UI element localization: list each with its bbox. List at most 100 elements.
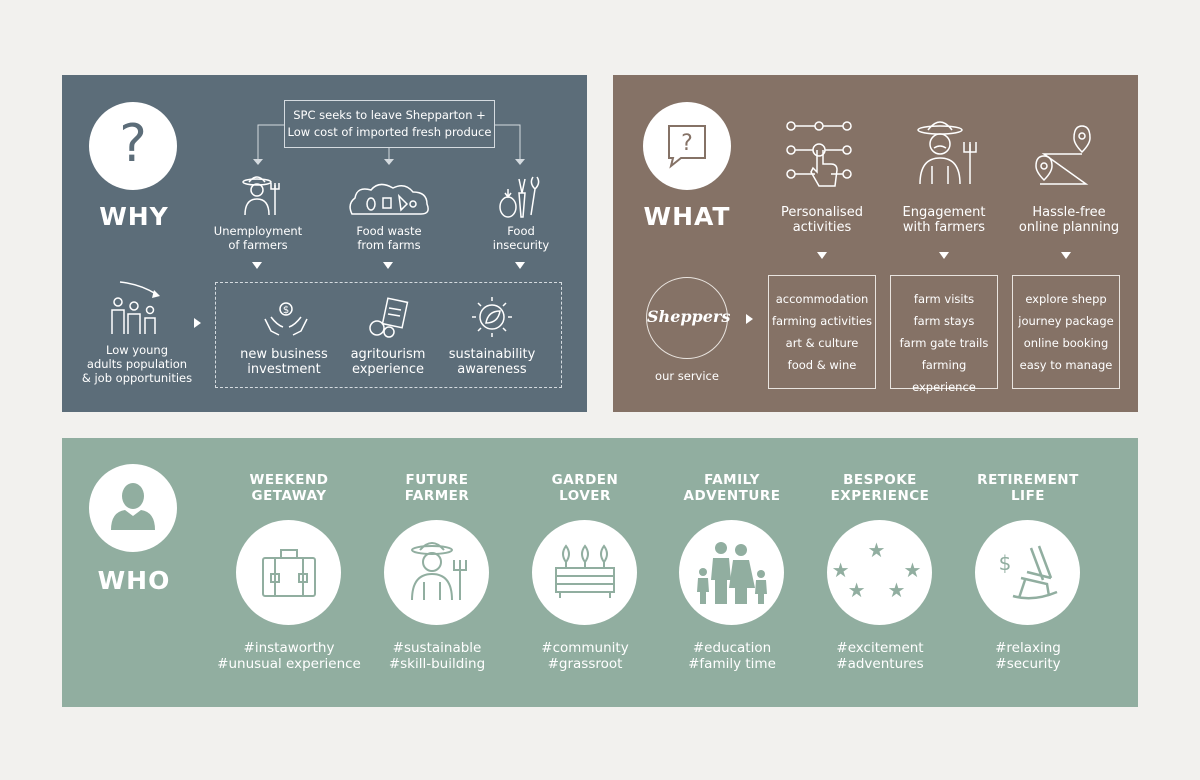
feature-personalised-line2: activities: [792, 220, 852, 235]
feature-planning-line1: Hassle-free: [1032, 205, 1106, 220]
feature-personalised-line1: Personalised: [781, 205, 863, 220]
persona-tag: #community: [541, 640, 629, 656]
service-item: food & wine: [787, 358, 857, 372]
why-panel: ? WHY SPC seeks to leave Shepparton + Lo…: [62, 75, 587, 412]
top-cause-box: SPC seeks to leave Shepparton + Low cost…: [284, 100, 495, 148]
cause-food-insecurity: Food insecurity: [471, 224, 571, 252]
persona-title: BESPOKE EXPERIENCE: [810, 472, 950, 504]
down-arrow-icon: [252, 262, 262, 269]
outcome-agritourism-line1: agritourism: [350, 347, 426, 362]
persona-title-line2: LOVER: [559, 488, 611, 504]
persona-title-line1: FAMILY: [704, 472, 760, 488]
farmer-engagement-icon: [917, 121, 977, 185]
persona-tag: #instaworthy: [243, 640, 335, 656]
brand-name: Sheppers: [647, 307, 731, 326]
outcome-sustainability-line1: sustainability: [448, 347, 536, 362]
sheppers-logo: Sheppers: [646, 277, 731, 359]
down-arrow-icon: [939, 252, 949, 259]
cause-unemployment: Unemployment of farmers: [208, 224, 308, 252]
who-label: WHO: [97, 566, 171, 595]
persona-tags: #relaxing #security: [948, 640, 1108, 672]
what-question-circle: ?: [643, 102, 731, 190]
binoculars-map-icon: [369, 297, 409, 338]
feature-engagement: Engagement with farmers: [885, 205, 1003, 235]
persona-icon-circle: [532, 520, 637, 625]
persona-icon-circle: [679, 520, 784, 625]
outcome-sustainability: sustainability awareness: [442, 347, 542, 377]
outcomes-box: [215, 282, 562, 388]
rocking-chair-icon: $: [999, 545, 1058, 600]
question-mark-icon: ?: [119, 114, 147, 174]
service-item: farming activities: [771, 314, 873, 328]
top-cause-line2: Low cost of imported fresh produce: [287, 125, 492, 139]
cause-food-waste-line1: Food waste: [356, 224, 422, 238]
cause-food-insecurity-line2: insecurity: [492, 238, 550, 252]
down-arrow-icon: [1061, 252, 1071, 259]
feature-personalised: Personalised activities: [763, 205, 881, 235]
down-arrow-icon: [383, 262, 393, 269]
garden-bed-icon: [555, 544, 615, 598]
farmer-icon: [411, 542, 467, 601]
right-arrow-icon: [194, 318, 201, 328]
connector-arrows: [253, 124, 525, 165]
service-item: art & culture: [785, 336, 859, 350]
planning-list-box: explore shepp journey package online boo…: [1012, 275, 1120, 389]
svg-text:?: ?: [681, 131, 693, 156]
persona-tag: #sustainable: [392, 640, 482, 656]
cause-food-waste-line2: from farms: [357, 238, 421, 252]
outcome-investment: new business investment: [234, 347, 334, 377]
population-line2: adults population: [86, 357, 188, 371]
what-panel: ? WHAT: [613, 75, 1138, 412]
persona-title-line1: FUTURE: [405, 472, 469, 488]
outcome-agritourism: agritourism experience: [338, 347, 438, 377]
persona-tags: #community #grassroot: [505, 640, 665, 672]
persona-title-line1: RETIREMENT: [977, 472, 1079, 488]
persona-title-line2: GETAWAY: [251, 488, 327, 504]
persona-tags: #education #family time: [652, 640, 812, 672]
suitcase-icon: [262, 549, 316, 597]
persona-tag: #unusual experience: [217, 656, 361, 672]
population-line1: Low young: [105, 343, 169, 357]
outcome-investment-line2: investment: [247, 362, 321, 377]
feature-planning: Hassle-free online planning: [1005, 205, 1133, 235]
cause-unemployment-line1: Unemployment: [213, 224, 303, 238]
persona-title-line1: GARDEN: [551, 472, 619, 488]
persona-icon-circle: $: [975, 520, 1080, 625]
food-waste-icon: [349, 183, 429, 215]
who-person-circle: [89, 464, 177, 552]
family-icon: [697, 542, 767, 604]
outcome-agritourism-line2: experience: [351, 362, 425, 377]
persona-title-line2: EXPERIENCE: [830, 488, 930, 504]
farmer-list-box: farm visits farm stays farm gate trails …: [890, 275, 998, 394]
down-arrow-icon: [515, 262, 525, 269]
persona-tags: #instaworthy #unusual experience: [209, 640, 369, 672]
why-label: WHY: [99, 202, 169, 231]
persona-title-line2: FARMER: [404, 488, 470, 504]
person-icon: [111, 483, 155, 530]
stars-icon: ★ ★ ★ ★ ★: [831, 538, 928, 602]
persona-tag: #excitement: [836, 640, 924, 656]
persona-icon-circle: [236, 520, 341, 625]
route-pin-icon: [1035, 125, 1091, 185]
persona-tag: #education: [692, 640, 772, 656]
persona-tags: #excitement #adventures: [800, 640, 960, 672]
right-arrow-icon: [746, 314, 753, 324]
feature-engagement-line1: Engagement: [902, 205, 986, 220]
persona-title: RETIREMENT LIFE: [958, 472, 1098, 504]
what-label: WHAT: [643, 202, 731, 231]
persona-title-line2: ADVENTURE: [683, 488, 781, 504]
persona-title: GARDEN LOVER: [515, 472, 655, 504]
persona-icon-circle: ★ ★ ★ ★ ★: [827, 520, 932, 625]
farmer-item: farm stays: [913, 314, 975, 328]
farmer-item: farming experience: [912, 358, 976, 394]
vegetables-icon: [499, 176, 540, 218]
top-cause-line1: SPC seeks to leave Shepparton +: [293, 108, 486, 122]
persona-tag: #family time: [688, 656, 776, 672]
population-caption: Low young adults population & job opport…: [77, 343, 197, 385]
services-list-box: accommodation farming activities art & c…: [768, 275, 876, 389]
personalise-touch-icon: [786, 121, 852, 187]
cause-unemployment-line2: of farmers: [228, 238, 288, 252]
feature-engagement-line2: with farmers: [902, 220, 986, 235]
persona-tag: #security: [995, 656, 1061, 672]
persona-tag: #skill-building: [388, 656, 486, 672]
